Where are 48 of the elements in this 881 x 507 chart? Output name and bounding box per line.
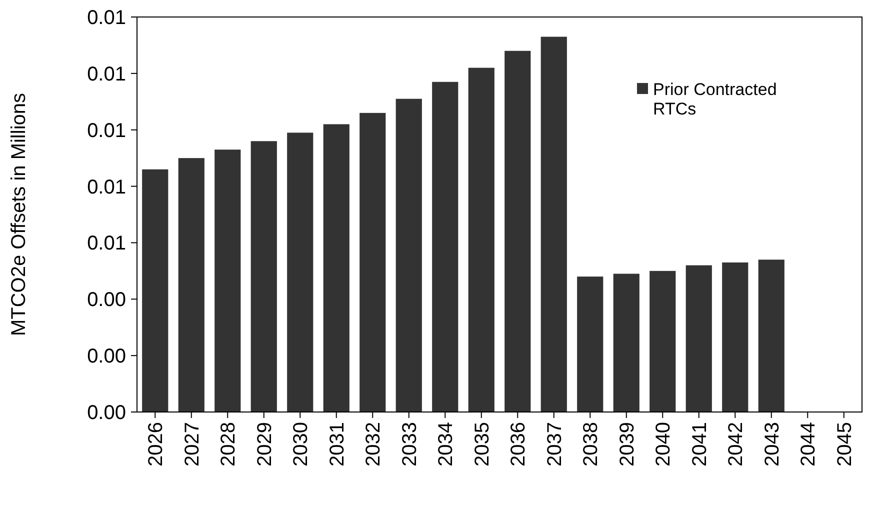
bar <box>432 82 458 412</box>
x-tick-label: 2030 <box>290 422 312 466</box>
bar <box>468 68 494 412</box>
x-tick-label: 2037 <box>544 422 566 466</box>
bar <box>396 98 422 412</box>
x-tick-label: 2036 <box>508 422 530 466</box>
x-tick-label: 2032 <box>362 422 385 466</box>
y-tick-label: 0.01 <box>87 7 126 29</box>
x-tick-label: 2042 <box>725 422 748 466</box>
y-axis-title: MTCO2e Offsets in Millions <box>8 92 30 336</box>
x-tick-label: 2033 <box>398 422 421 466</box>
x-tick-label: 2029 <box>254 422 276 466</box>
bar <box>142 169 168 412</box>
bar <box>540 36 567 412</box>
x-tick-label: 2045 <box>834 422 856 466</box>
y-tick-label: 0.01 <box>87 232 126 255</box>
bar <box>758 260 784 412</box>
y-tick-label: 0.01 <box>87 120 126 142</box>
x-tick-label: 2040 <box>652 422 675 466</box>
x-tick-label: 2044 <box>798 422 820 466</box>
bar <box>650 270 676 412</box>
y-tick-label: 0.00 <box>87 402 126 424</box>
x-tick-label: 2035 <box>471 422 494 466</box>
x-tick-label: 2031 <box>326 422 348 466</box>
y-tick-label: 0.00 <box>87 289 126 312</box>
bar <box>178 158 204 412</box>
bar <box>287 132 314 412</box>
legend-label: Prior Contracted RTCs <box>653 80 777 118</box>
bar <box>613 274 640 412</box>
bar <box>577 276 604 412</box>
bar <box>504 50 531 412</box>
x-tick-label: 2034 <box>435 422 458 466</box>
x-tick-label: 2028 <box>218 422 240 466</box>
x-tick-label: 2039 <box>616 422 638 466</box>
bar <box>214 150 241 412</box>
x-tick-label: 2043 <box>761 422 784 466</box>
x-tick-label: 2038 <box>580 422 602 466</box>
x-tick-label: 2041 <box>688 422 711 466</box>
y-tick-label: 0.01 <box>87 176 126 198</box>
y-tick-label: 0.00 <box>87 346 126 368</box>
y-tick-label: 0.01 <box>87 63 126 86</box>
bar <box>722 262 748 412</box>
x-tick-label: 2027 <box>181 422 204 466</box>
bar <box>360 112 386 412</box>
bar <box>250 141 277 412</box>
bar <box>686 265 712 412</box>
x-tick-label: 2026 <box>145 422 168 466</box>
bar <box>323 124 350 412</box>
